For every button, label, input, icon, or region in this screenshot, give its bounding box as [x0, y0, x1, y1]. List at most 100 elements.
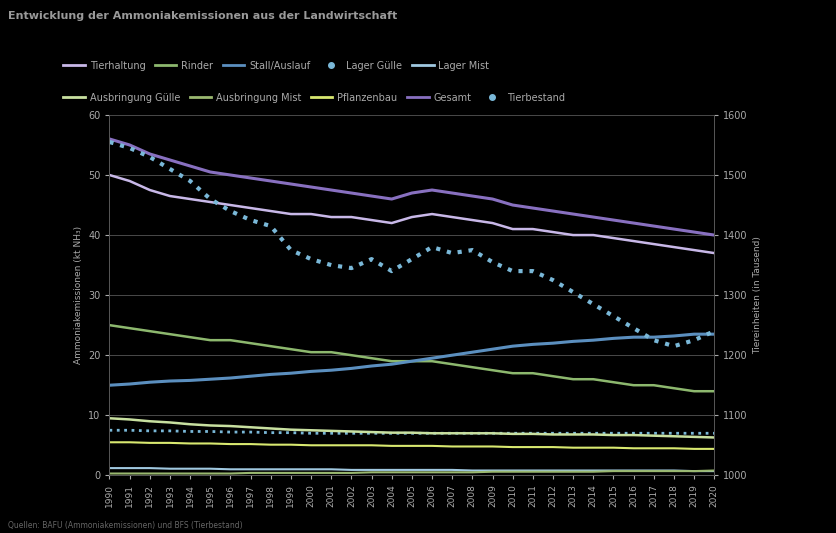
Ausbringung Gülle [407, 430, 417, 436]
Tierbestand [266, 223, 276, 229]
Tierbestand [427, 244, 437, 251]
Stall/Auslauf [346, 365, 356, 372]
Lager Mist [709, 468, 719, 474]
Ausbringung Gülle [206, 422, 216, 429]
Lager Mist [609, 467, 619, 474]
Lager Gülle [145, 427, 155, 434]
Ausbringung Gülle [427, 430, 437, 437]
Rinder [366, 355, 376, 361]
Tierhaltung [165, 193, 175, 199]
Ausbringung Mist [669, 468, 679, 474]
Ausbringung Mist [185, 470, 195, 477]
Stall/Auslauf [165, 378, 175, 384]
Tierbestand [407, 256, 417, 262]
Tierbestand [185, 178, 195, 184]
Text: Entwicklung der Ammoniakemissionen aus der Landwirtschaft: Entwicklung der Ammoniakemissionen aus d… [8, 11, 398, 21]
Rinder [447, 361, 457, 367]
Pflanzenbau [185, 440, 195, 447]
Rinder [528, 370, 538, 376]
Ausbringung Gülle [548, 431, 558, 438]
Stall/Auslauf [145, 379, 155, 385]
Gesamt [629, 220, 639, 226]
Lager Gülle [568, 430, 579, 437]
Pflanzenbau [548, 444, 558, 450]
Stall/Auslauf [649, 334, 659, 341]
Ausbringung Gülle [467, 430, 477, 437]
Line: Tierhaltung: Tierhaltung [110, 175, 714, 253]
Lager Gülle [507, 430, 517, 437]
Gesamt [185, 163, 195, 169]
Pflanzenbau [649, 445, 659, 451]
Line: Ausbringung Gülle: Ausbringung Gülle [110, 418, 714, 438]
Lager Mist [669, 467, 679, 474]
Tierbestand [609, 313, 619, 319]
Stall/Auslauf [387, 361, 397, 367]
Tierbestand [528, 268, 538, 274]
Pflanzenbau [104, 439, 115, 446]
Rinder [165, 331, 175, 337]
Pflanzenbau [589, 445, 599, 451]
Rinder [104, 322, 115, 328]
Lager Mist [447, 467, 457, 473]
Gesamt [306, 184, 316, 190]
Lager Gülle [246, 429, 256, 435]
Tierhaltung [427, 211, 437, 217]
Stall/Auslauf [206, 376, 216, 382]
Rinder [507, 370, 517, 376]
Y-axis label: Tiereinheiten (in Tausend): Tiereinheiten (in Tausend) [753, 236, 762, 354]
Pflanzenbau [487, 443, 497, 450]
Pflanzenbau [246, 441, 256, 447]
Ausbringung Gülle [246, 424, 256, 431]
Ausbringung Mist [609, 468, 619, 474]
Line: Pflanzenbau: Pflanzenbau [110, 442, 714, 449]
Tierhaltung [709, 250, 719, 256]
Ausbringung Mist [487, 469, 497, 475]
Gesamt [528, 205, 538, 211]
Line: Ausbringung Mist: Ausbringung Mist [110, 471, 714, 473]
Lager Mist [226, 466, 236, 472]
Ausbringung Gülle [185, 421, 195, 427]
Lager Mist [589, 467, 599, 474]
Tierhaltung [366, 217, 376, 223]
Rinder [709, 388, 719, 394]
Ausbringung Gülle [709, 434, 719, 441]
Tierhaltung [125, 178, 135, 184]
Lager Gülle [548, 430, 558, 437]
Rinder [689, 388, 699, 394]
Lager Gülle [407, 430, 417, 437]
Pflanzenbau [306, 442, 316, 448]
Gesamt [387, 196, 397, 202]
Ausbringung Gülle [387, 430, 397, 436]
Rinder [266, 343, 276, 349]
Lager Gülle [589, 430, 599, 437]
Ausbringung Mist [306, 470, 316, 476]
Rinder [609, 379, 619, 385]
Ausbringung Mist [568, 469, 579, 475]
Ausbringung Gülle [306, 427, 316, 433]
Lager Gülle [226, 429, 236, 435]
Lager Mist [487, 467, 497, 474]
Lager Mist [326, 466, 336, 472]
Lager Gülle [185, 429, 195, 435]
Stall/Auslauf [125, 381, 135, 387]
Stall/Auslauf [568, 338, 579, 344]
Stall/Auslauf [709, 331, 719, 337]
Ausbringung Mist [165, 470, 175, 477]
Gesamt [669, 226, 679, 232]
Ausbringung Gülle [266, 425, 276, 432]
Ausbringung Gülle [286, 426, 296, 433]
Pflanzenbau [447, 443, 457, 450]
Stall/Auslauf [467, 349, 477, 356]
Lager Gülle [649, 430, 659, 437]
Stall/Auslauf [427, 355, 437, 361]
Ausbringung Gülle [629, 432, 639, 438]
Stall/Auslauf [226, 375, 236, 381]
Tierbestand [447, 250, 457, 256]
Lager Mist [568, 467, 579, 474]
Lager Mist [629, 467, 639, 474]
Lager Gülle [427, 430, 437, 437]
Stall/Auslauf [185, 377, 195, 384]
Tierhaltung [467, 217, 477, 223]
Tierbestand [568, 289, 579, 295]
Lager Mist [206, 465, 216, 472]
